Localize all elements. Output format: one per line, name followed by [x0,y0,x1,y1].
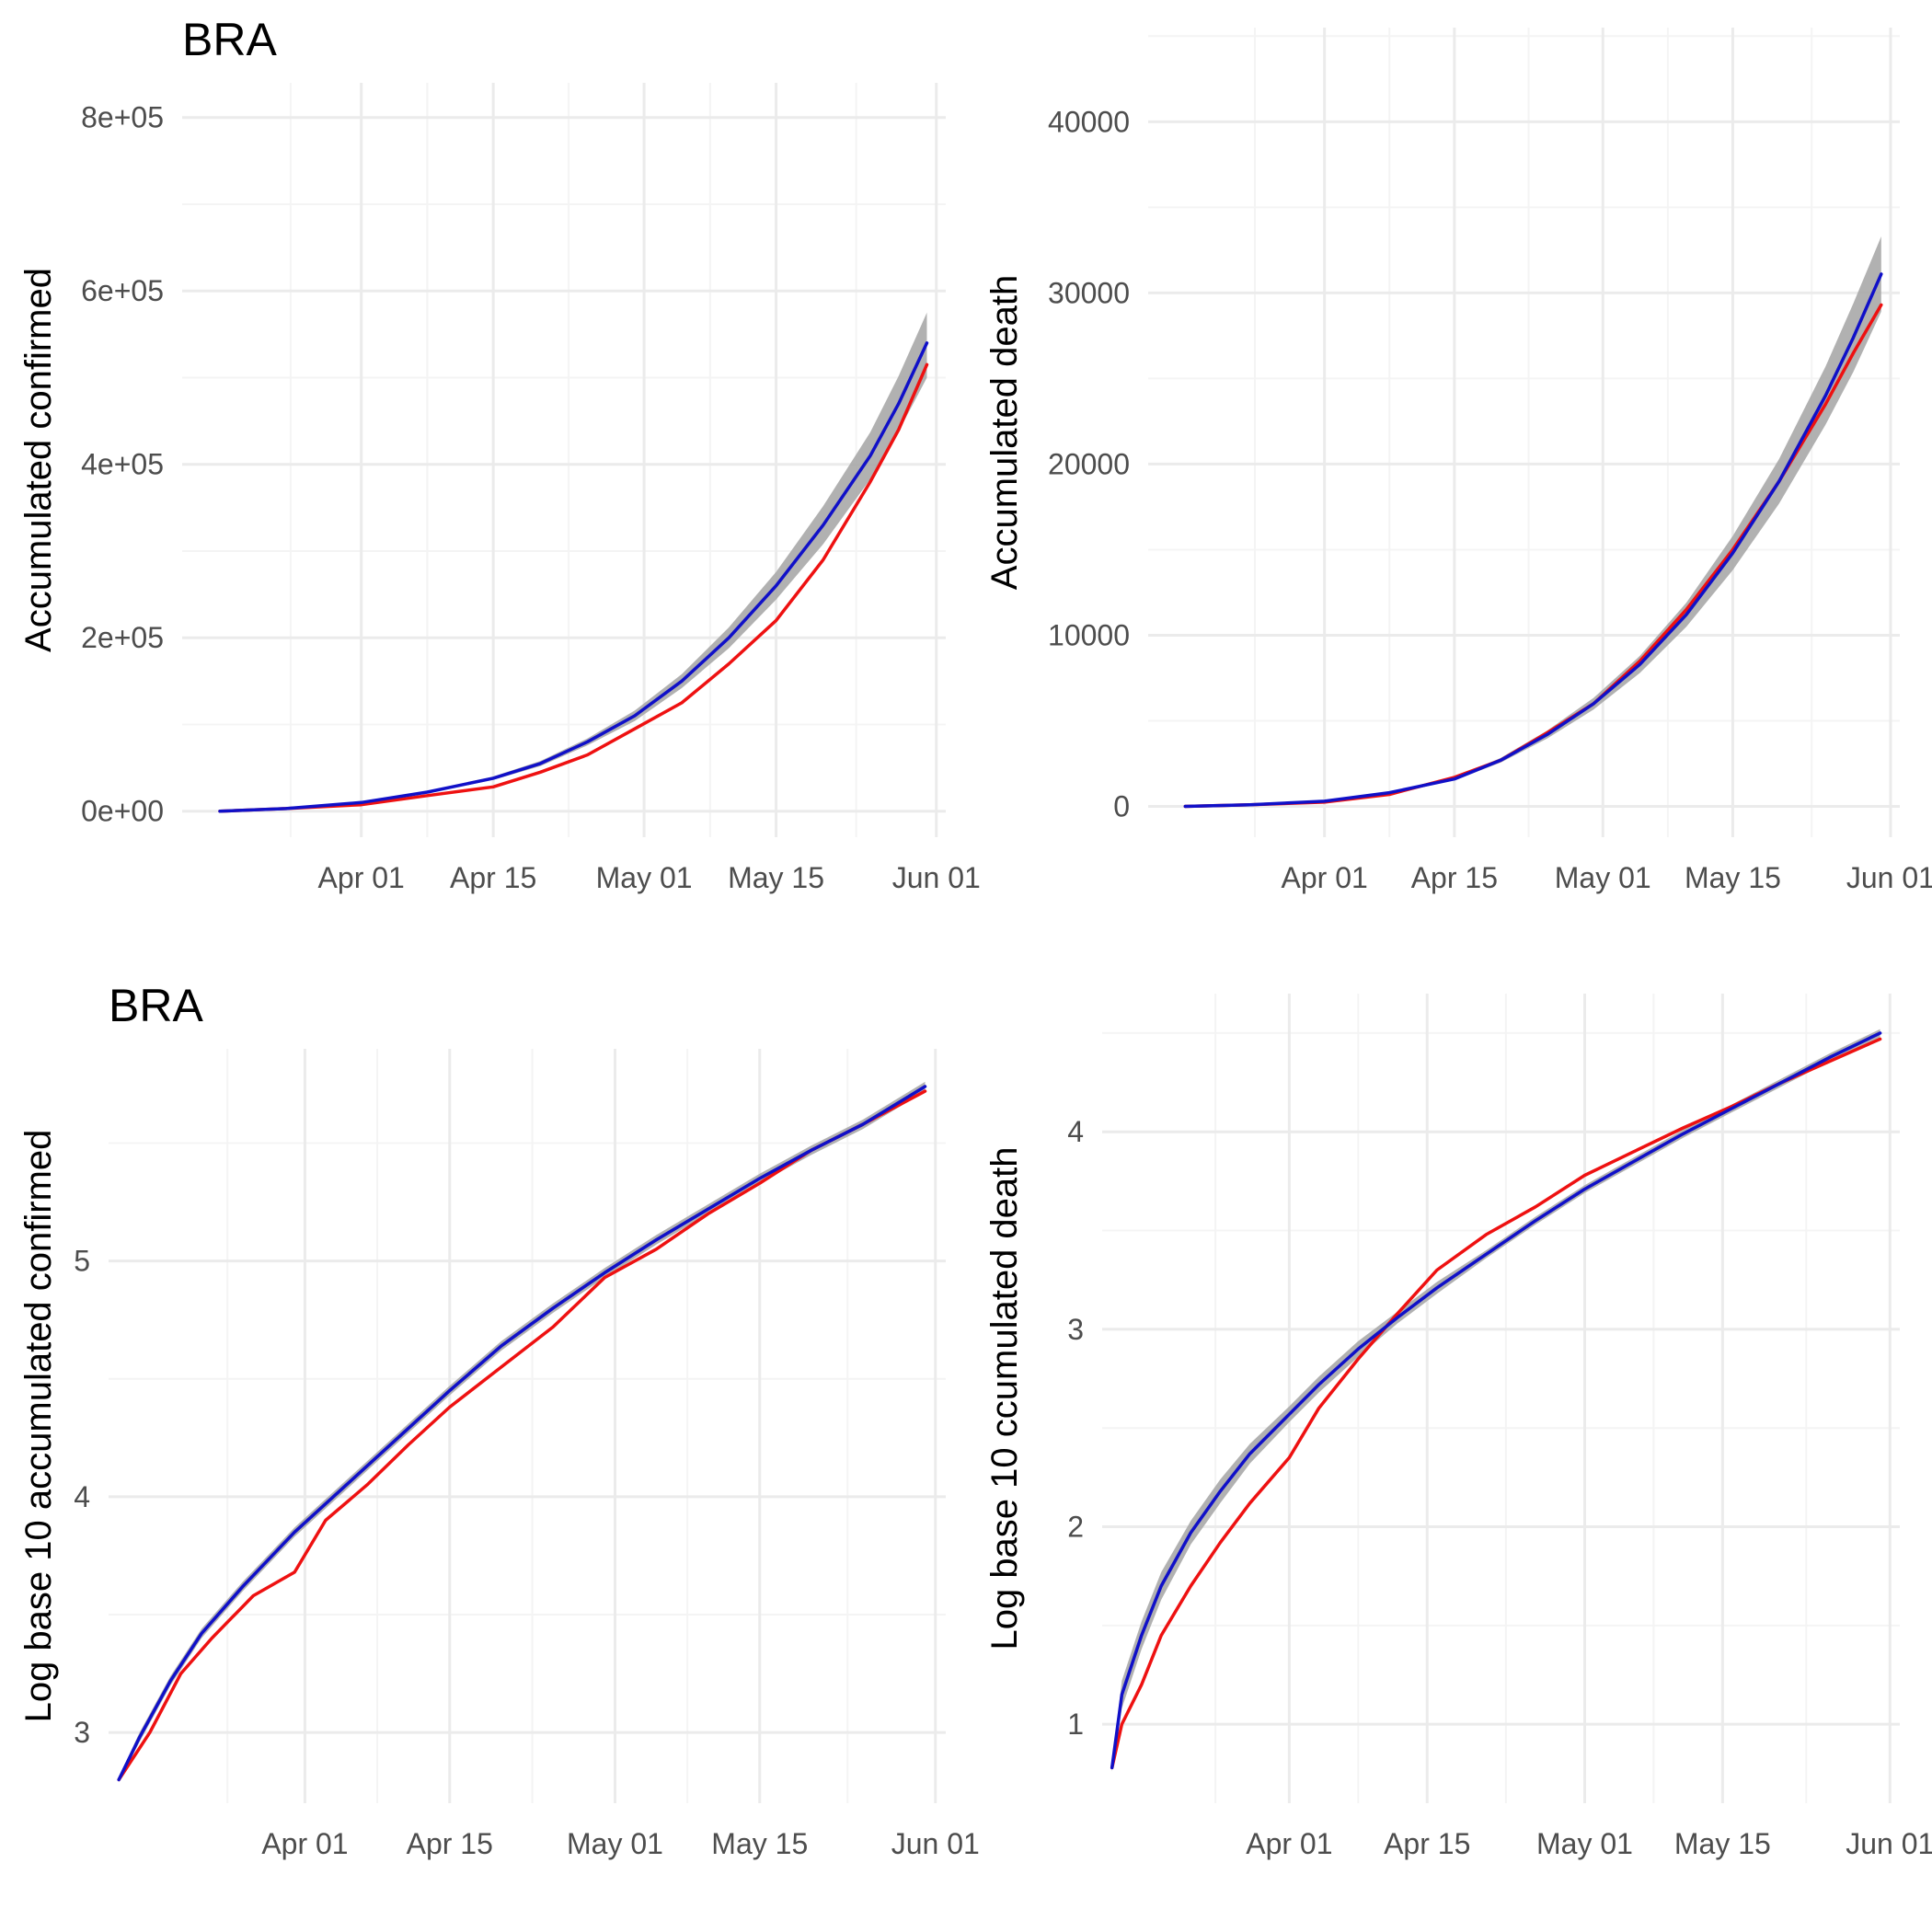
y-tick-label: 0e+00 [81,795,164,828]
x-tick-label: Apr 15 [450,861,536,894]
observed-line [1183,303,1883,809]
x-tick-label: Apr 15 [1411,861,1498,894]
y-tick-label: 3 [74,1716,90,1749]
y-tick-label: 30000 [1048,276,1130,309]
y-tick-label: 0 [1113,790,1130,823]
confidence-band [119,1081,926,1782]
panel-1: 0e+00 2e+05 4e+05 6e+05 8e+05 Apr 01 Apr 15 May… [18,14,981,894]
panel-3: 3 4 5 Apr 01 Apr 15 May 01 May 15 Jun 01 BRA Log … [18,980,980,1860]
y-axis-label: Accumulated confirmed [18,268,59,652]
x-tick-label: May 15 [1685,861,1781,894]
y-tick-label: 10000 [1048,618,1130,651]
observed-line [218,362,929,813]
confidence-band [1185,236,1881,807]
observed-line [1110,1037,1882,1770]
x-tick-label: May 01 [1555,861,1651,894]
x-tick-label: Apr 01 [318,861,405,894]
x-tick-label: May 15 [711,1827,808,1860]
y-tick-label: 40000 [1048,105,1130,138]
y-tick-label: 2e+05 [81,621,164,654]
fitted-line [1110,1031,1882,1770]
confidence-band [1111,1029,1880,1772]
x-tick-label: Apr 01 [1246,1827,1332,1860]
y-tick-label: 4e+05 [81,448,164,481]
x-tick-label: Apr 01 [261,1827,348,1860]
panel-title: BRA [182,14,277,65]
x-tick-label: Jun 01 [1846,861,1932,894]
y-axis-label: Accumulated death [984,275,1025,590]
y-tick-label: 6e+05 [81,274,164,307]
y-axis-label: Log base 10 ccumulated death [984,1146,1025,1650]
y-tick-label: 2 [1067,1511,1084,1544]
y-tick-label: 3 [1067,1313,1084,1346]
x-tick-label: May 01 [567,1827,663,1860]
panel-4: 1 2 3 4 Apr 01 Apr 15 May 01 May 15 Jun 01 Log ba… [984,994,1932,1860]
x-tick-label: May 15 [728,861,824,894]
observed-line [117,1089,927,1782]
x-tick-label: May 01 [596,861,693,894]
y-tick-label: 8e+05 [81,101,164,134]
fitted-line [218,341,929,813]
x-tick-label: Apr 15 [407,1827,493,1860]
fitted-line [1183,272,1883,809]
x-tick-label: Apr 01 [1282,861,1368,894]
y-axis-label: Log base 10 accumulated confirmed [18,1130,59,1723]
x-tick-label: Jun 01 [891,1827,980,1860]
y-tick-label: 1 [1067,1708,1084,1741]
confidence-band [220,312,927,811]
fitted-line [117,1085,927,1782]
x-tick-label: May 15 [1674,1827,1771,1860]
panel-2: 0 10000 20000 30000 40000 Apr 01 Apr 15 May 01 M… [984,28,1932,894]
y-tick-label: 4 [1067,1115,1084,1148]
x-tick-label: Apr 15 [1384,1827,1470,1860]
y-tick-label: 20000 [1048,447,1130,480]
x-tick-label: May 01 [1536,1827,1633,1860]
y-tick-label: 4 [74,1480,90,1513]
x-tick-label: Jun 01 [1846,1827,1932,1860]
y-tick-label: 5 [74,1245,90,1278]
x-tick-label: Jun 01 [892,861,981,894]
panel-title: BRA [109,980,203,1031]
